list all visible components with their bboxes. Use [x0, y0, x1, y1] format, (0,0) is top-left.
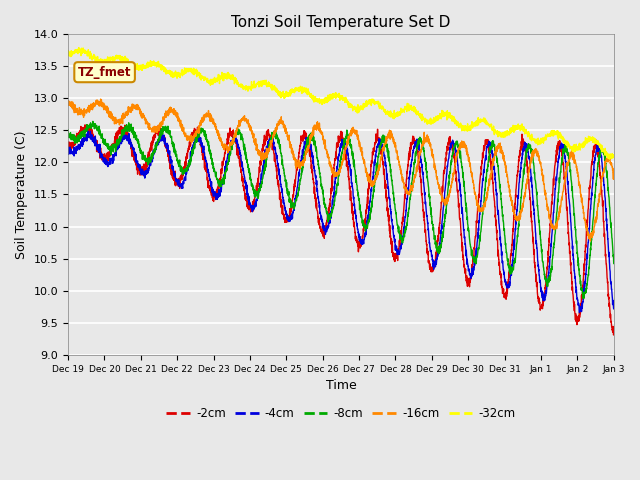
-16cm	[515, 216, 522, 221]
-4cm	[64, 148, 72, 154]
-32cm	[606, 156, 614, 162]
-4cm	[515, 193, 522, 199]
-16cm	[474, 204, 482, 210]
-16cm	[237, 117, 245, 122]
-32cm	[410, 104, 418, 109]
-16cm	[445, 191, 452, 197]
-2cm	[610, 328, 618, 334]
-4cm	[445, 155, 452, 161]
-16cm	[97, 96, 104, 102]
-2cm	[83, 122, 91, 128]
-4cm	[575, 310, 583, 315]
-32cm	[75, 45, 83, 50]
-4cm	[237, 158, 245, 164]
-4cm	[445, 152, 453, 158]
-8cm	[610, 261, 618, 266]
-8cm	[580, 296, 588, 301]
-8cm	[474, 248, 482, 253]
-32cm	[610, 153, 618, 158]
X-axis label: Time: Time	[326, 379, 356, 392]
-8cm	[64, 127, 72, 132]
-2cm	[515, 164, 522, 170]
-32cm	[515, 123, 522, 129]
-4cm	[610, 306, 618, 312]
-2cm	[237, 167, 245, 173]
-32cm	[237, 83, 245, 88]
-4cm	[84, 128, 92, 134]
Title: Tonzi Soil Temperature Set D: Tonzi Soil Temperature Set D	[231, 15, 451, 30]
-16cm	[610, 176, 618, 182]
-8cm	[410, 164, 418, 170]
-16cm	[587, 238, 595, 244]
Line: -8cm: -8cm	[68, 121, 614, 299]
Line: -2cm: -2cm	[68, 125, 614, 335]
-8cm	[445, 180, 453, 186]
-32cm	[474, 119, 482, 125]
Line: -4cm: -4cm	[68, 131, 614, 312]
-8cm	[237, 132, 245, 138]
Legend: -2cm, -4cm, -8cm, -16cm, -32cm: -2cm, -4cm, -8cm, -16cm, -32cm	[162, 403, 520, 425]
-8cm	[515, 226, 522, 231]
-8cm	[445, 179, 452, 184]
-4cm	[474, 230, 482, 236]
-16cm	[64, 98, 72, 104]
Y-axis label: Soil Temperature (C): Soil Temperature (C)	[15, 130, 28, 259]
Line: -32cm: -32cm	[68, 48, 614, 159]
-4cm	[410, 144, 418, 149]
-16cm	[445, 194, 453, 200]
-2cm	[445, 136, 453, 142]
-2cm	[474, 200, 482, 206]
-2cm	[610, 332, 618, 338]
Line: -16cm: -16cm	[68, 99, 614, 241]
-8cm	[89, 119, 97, 124]
-2cm	[445, 141, 452, 147]
-2cm	[410, 140, 418, 146]
Text: TZ_fmet: TZ_fmet	[78, 66, 131, 79]
-32cm	[64, 51, 72, 57]
-32cm	[445, 111, 452, 117]
-2cm	[64, 139, 72, 145]
-32cm	[445, 113, 453, 119]
-16cm	[410, 179, 418, 184]
